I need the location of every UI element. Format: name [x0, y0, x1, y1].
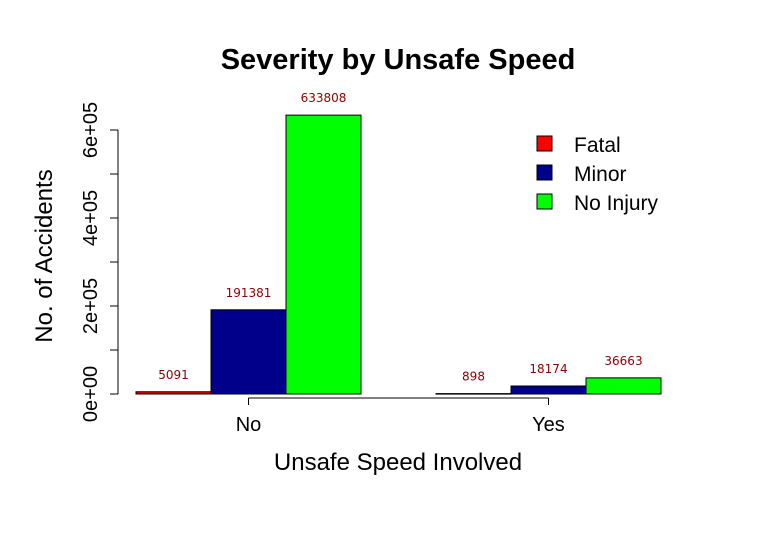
legend: Fatal Minor No Injury: [536, 134, 659, 215]
legend-swatch: [536, 164, 553, 181]
value-labels: 5091 191381 633808 898 18174 36663: [158, 91, 642, 383]
x-axis: No Yes: [236, 397, 565, 436]
legend-label: No Injury: [574, 192, 659, 215]
bar-no-injury-no: [285, 114, 362, 395]
chart-title: Severity by Unsafe Speed: [221, 44, 576, 76]
data-label: 36663: [604, 354, 642, 368]
data-label: 18174: [529, 362, 567, 376]
x-axis-title: Unsafe Speed Involved: [274, 449, 522, 476]
data-label: 5091: [158, 368, 189, 382]
bar-minor-no: [210, 309, 287, 395]
bar-fatal-no: [135, 391, 212, 395]
y-axis: 0e+00 2e+05 4e+05 6e+05: [80, 102, 119, 422]
data-label: 633808: [301, 91, 347, 105]
bar-minor-yes: [510, 385, 587, 395]
y-tick-label: 0e+00: [80, 366, 102, 422]
y-axis-title: No. of Accidents: [31, 169, 58, 342]
x-tick-label: No: [236, 414, 262, 436]
data-label: 191381: [226, 286, 272, 300]
legend-swatch: [536, 135, 553, 152]
bar-fatal-yes: [435, 393, 512, 395]
bars: [135, 114, 662, 395]
bar-no-injury-yes: [585, 377, 662, 395]
y-tick-label: 4e+05: [80, 190, 102, 246]
legend-label: Fatal: [574, 134, 621, 157]
legend-swatch: [536, 193, 553, 210]
x-tick-label: Yes: [532, 414, 565, 436]
y-tick-label: 2e+05: [80, 278, 102, 334]
y-tick-label: 6e+05: [80, 102, 102, 158]
data-label: 898: [462, 370, 485, 384]
legend-label: Minor: [574, 163, 627, 186]
